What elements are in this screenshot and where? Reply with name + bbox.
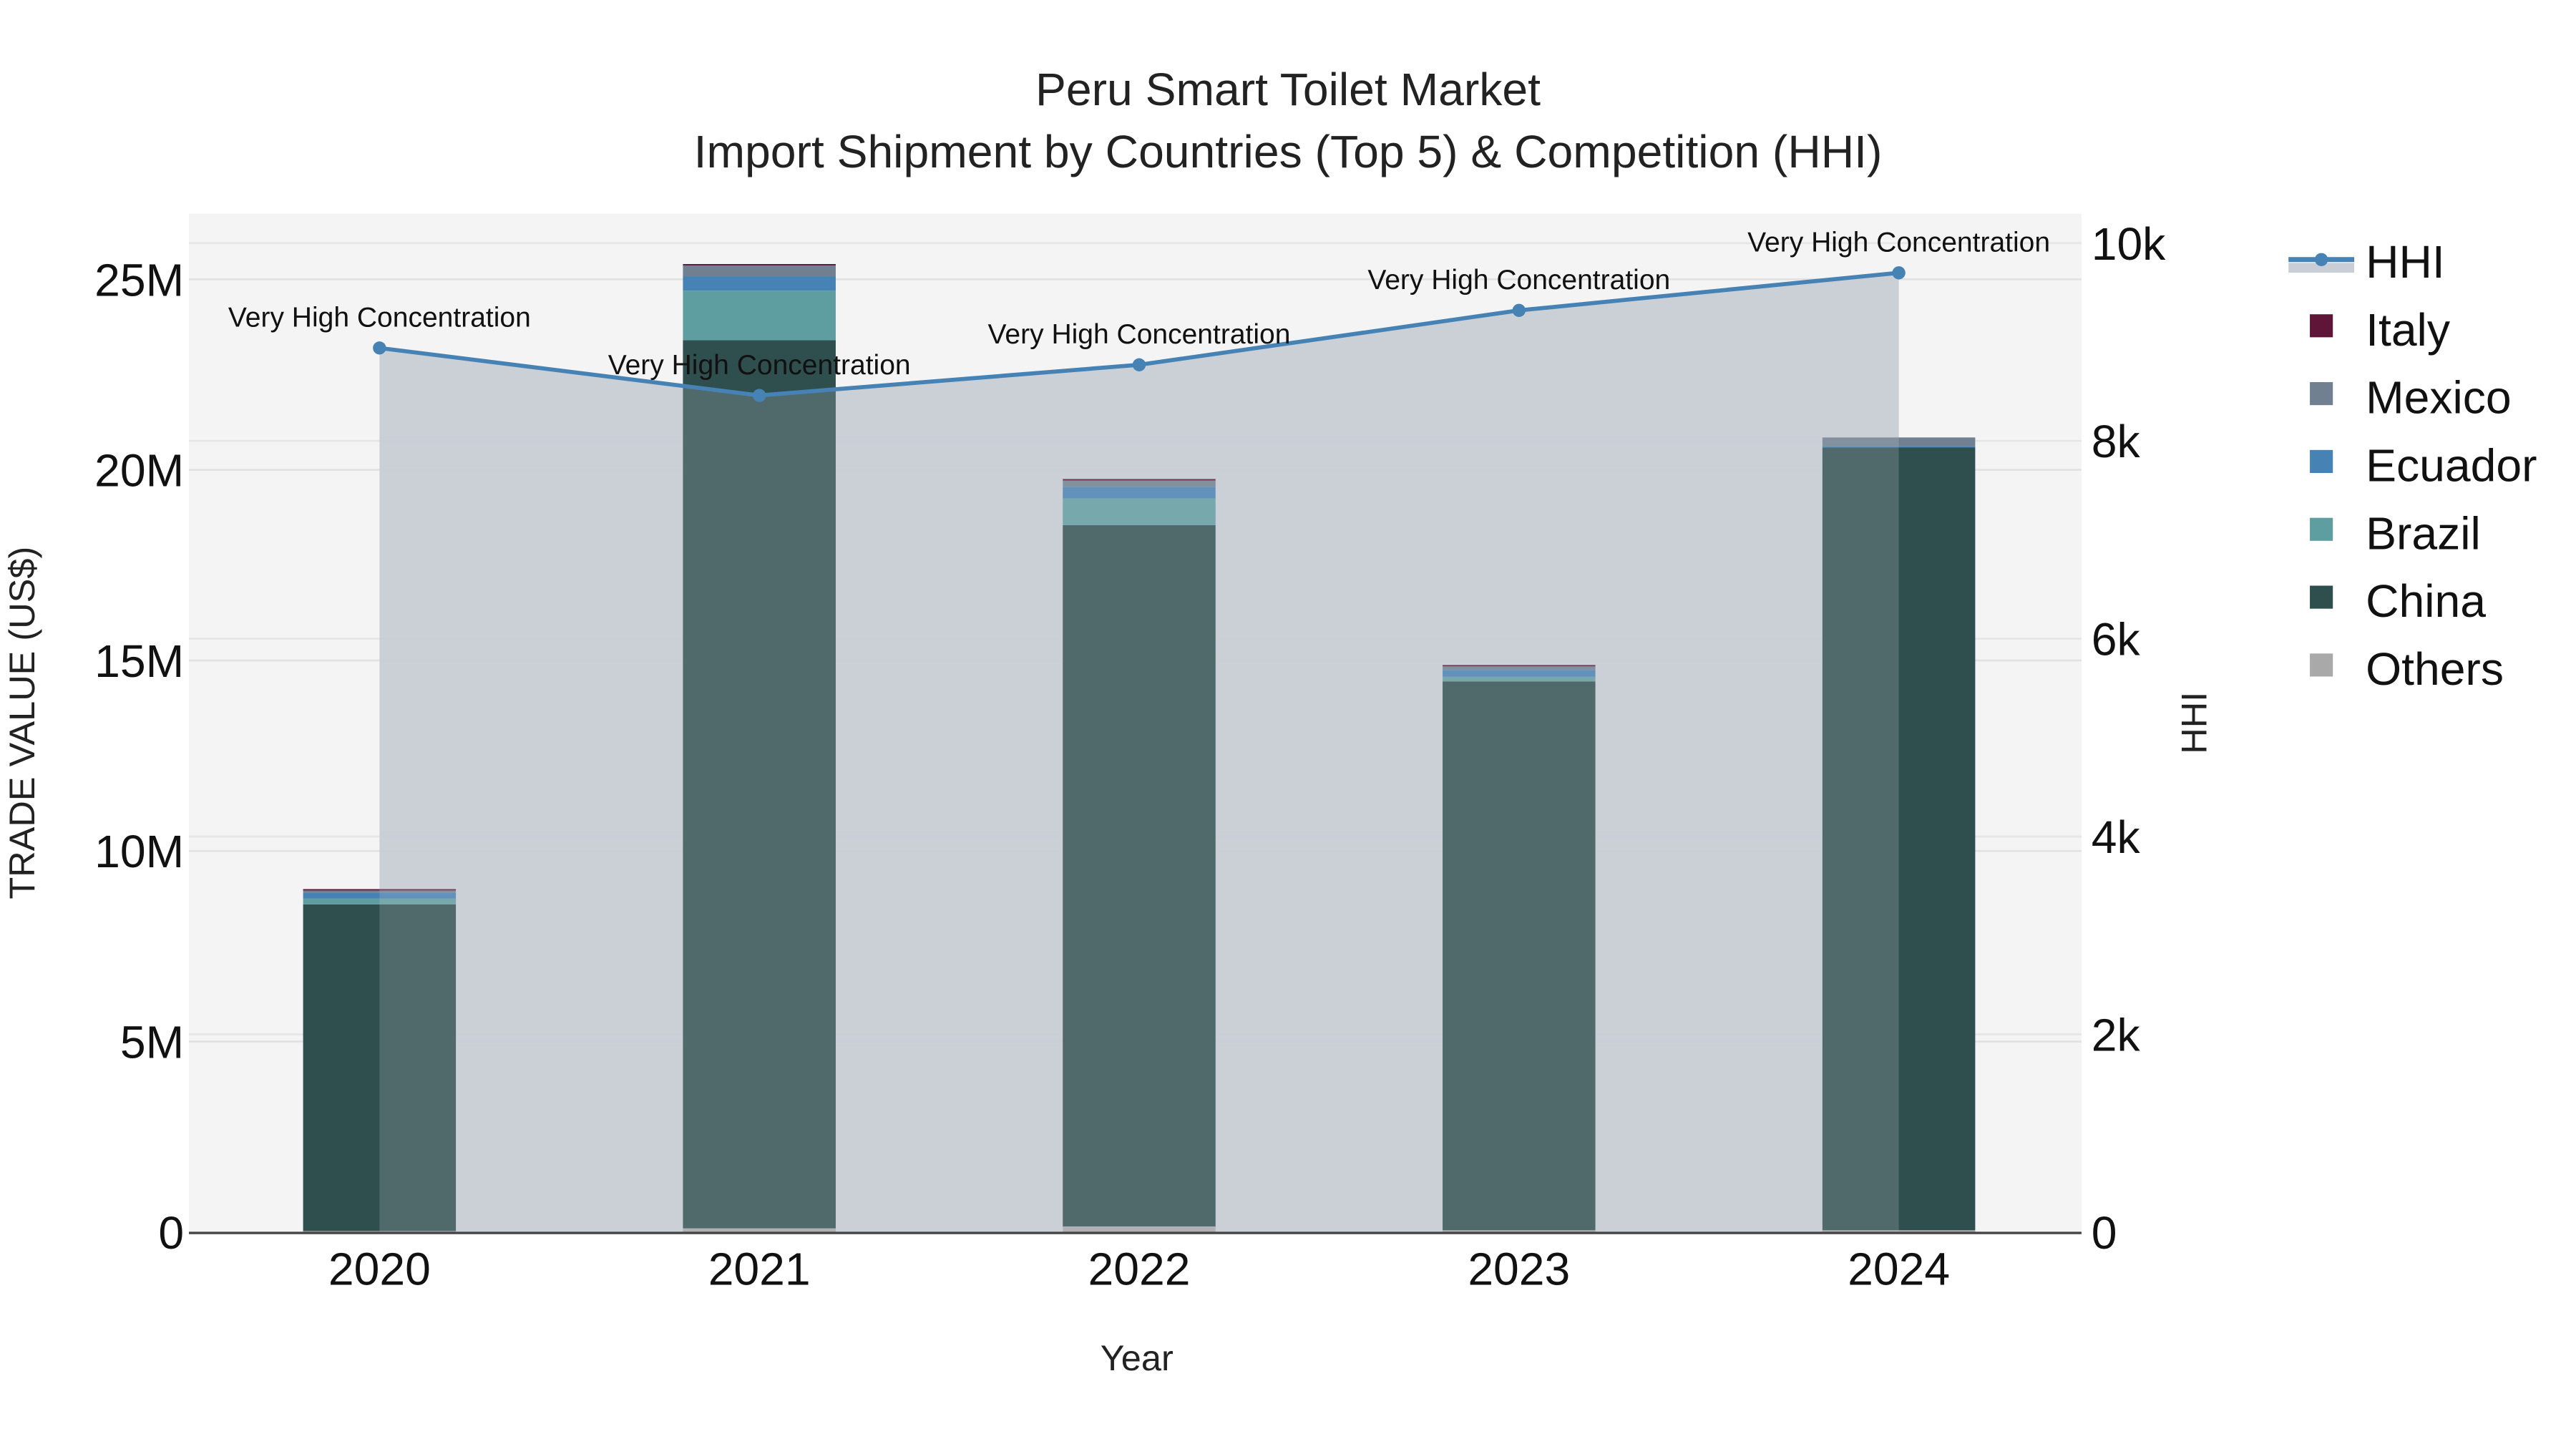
- legend-item-hhi[interactable]: HHI: [2288, 236, 2445, 288]
- y-right-tick: 6k: [2092, 614, 2141, 665]
- y-right-ticks: 0 2k 4k 6k 8k 10k: [2092, 218, 2166, 1259]
- legend-label: Italy: [2366, 304, 2450, 356]
- bar-segment-mexico[interactable]: [1063, 480, 1216, 487]
- legend-swatch-icon: [2310, 382, 2333, 406]
- legend-swatch-icon: [2310, 517, 2333, 541]
- x-tick: 2024: [1848, 1243, 1950, 1294]
- legend-swatch-icon: [2310, 653, 2333, 677]
- hhi-area-overlay: [379, 273, 1899, 1232]
- bar-segment-china[interactable]: [683, 340, 836, 1229]
- y-left-tick: 0: [158, 1207, 184, 1259]
- y-left-tick: 15M: [94, 635, 184, 687]
- y-right-tick: 8k: [2092, 416, 2141, 467]
- bar-segment-ecuador[interactable]: [1063, 487, 1216, 499]
- x-axis-title: Year: [1101, 1337, 1174, 1378]
- hhi-marker[interactable]: [1512, 303, 1526, 317]
- legend-item-mexico[interactable]: Mexico: [2310, 372, 2512, 424]
- hhi-legend-marker-icon: [2314, 253, 2328, 266]
- y-left-axis-title: TRADE VALUE (US$): [1, 547, 42, 899]
- y-left-tick: 10M: [94, 826, 184, 877]
- bar-segment-mexico[interactable]: [1443, 665, 1596, 670]
- x-ticks: 2020 2021 2022 2023 2024: [328, 1243, 1950, 1294]
- hhi-annotation: Very High Concentration: [608, 350, 911, 381]
- legend-item-ecuador[interactable]: Ecuador: [2310, 439, 2537, 491]
- bar-segment-others[interactable]: [303, 1231, 457, 1233]
- bar-segment-ecuador[interactable]: [1822, 446, 1976, 448]
- legend-label: Ecuador: [2366, 439, 2537, 491]
- bar-segment-italy[interactable]: [1443, 665, 1596, 667]
- bar-segment-china[interactable]: [1822, 447, 1976, 1231]
- bar-segment-mexico[interactable]: [683, 265, 836, 277]
- bar-segment-others[interactable]: [683, 1228, 836, 1232]
- y-right-tick: 10k: [2092, 218, 2166, 270]
- legend-label: Brazil: [2366, 507, 2481, 559]
- chart-title-line1: Peru Smart Toilet Market: [1035, 64, 1541, 115]
- hhi-marker[interactable]: [1132, 358, 1146, 371]
- bar-segment-others[interactable]: [1822, 1230, 1976, 1232]
- legend-label: HHI: [2366, 236, 2445, 288]
- hhi-annotation: Very High Concentration: [1367, 265, 1670, 296]
- legend-label: Others: [2366, 643, 2504, 695]
- y-right-axis-title: HHI: [2173, 692, 2214, 754]
- bar-segment-mexico[interactable]: [303, 890, 457, 893]
- chart-title-line2: Import Shipment by Countries (Top 5) & C…: [694, 126, 1883, 177]
- legend: HHI Italy Mexico Ecuador Brazil China Others: [2288, 236, 2537, 695]
- y-left-tick: 25M: [94, 254, 184, 306]
- legend-item-brazil[interactable]: Brazil: [2310, 507, 2481, 559]
- bar-segment-china[interactable]: [1063, 525, 1216, 1226]
- hhi-marker[interactable]: [373, 341, 386, 355]
- bar-stack-2020: [303, 889, 457, 1233]
- bar-segment-brazil[interactable]: [1063, 498, 1216, 525]
- bar-stack-2021: [683, 264, 836, 1232]
- legend-label: China: [2366, 575, 2486, 627]
- y-left-ticks: 0 5M 10M 15M 20M 25M: [94, 254, 184, 1259]
- legend-swatch-icon: [2310, 585, 2333, 609]
- x-tick: 2021: [708, 1243, 811, 1294]
- x-tick: 2022: [1088, 1243, 1191, 1294]
- x-tick: 2023: [1468, 1243, 1570, 1294]
- x-tick: 2020: [328, 1243, 431, 1294]
- y-right-tick: 2k: [2092, 1009, 2141, 1060]
- hhi-legend-area-icon: [2288, 263, 2355, 273]
- hhi-annotation: Very High Concentration: [1747, 227, 2050, 258]
- hhi-annotation: Very High Concentration: [228, 302, 531, 333]
- bar-stack-2024: [1822, 437, 1976, 1232]
- bar-segment-italy[interactable]: [1063, 479, 1216, 481]
- bar-segment-mexico[interactable]: [1822, 437, 1976, 447]
- bar-segment-brazil[interactable]: [1443, 676, 1596, 682]
- hhi-marker[interactable]: [752, 389, 766, 402]
- bar-stack-2023: [1443, 665, 1596, 1232]
- y-left-tick: 5M: [120, 1017, 184, 1068]
- bar-stack-2022: [1063, 479, 1216, 1232]
- bar-segment-china[interactable]: [303, 904, 457, 1231]
- bar-segment-ecuador[interactable]: [1443, 670, 1596, 677]
- hhi-markers: [373, 266, 1906, 402]
- bar-stacks: [303, 264, 1976, 1233]
- legend-item-china[interactable]: China: [2310, 575, 2486, 627]
- bar-segment-ecuador[interactable]: [303, 892, 457, 899]
- bar-segment-brazil[interactable]: [683, 291, 836, 341]
- bar-segment-brazil[interactable]: [303, 898, 457, 904]
- legend-item-others[interactable]: Others: [2310, 643, 2504, 695]
- y-left-tick: 20M: [94, 445, 184, 497]
- legend-swatch-icon: [2310, 314, 2333, 338]
- bar-segment-italy[interactable]: [683, 264, 836, 265]
- hhi-annotation: Very High Concentration: [988, 319, 1291, 350]
- y-right-tick: 4k: [2092, 811, 2141, 863]
- hhi-annotations: Very High Concentration Very High Concent…: [228, 227, 2050, 380]
- hhi-marker[interactable]: [1892, 266, 1906, 280]
- legend-item-italy[interactable]: Italy: [2310, 304, 2450, 356]
- bar-segment-china[interactable]: [1443, 681, 1596, 1231]
- legend-swatch-icon: [2310, 449, 2333, 473]
- bar-segment-ecuador[interactable]: [683, 276, 836, 291]
- bar-segment-others[interactable]: [1443, 1230, 1596, 1232]
- bar-segment-italy[interactable]: [303, 889, 457, 891]
- bar-segment-others[interactable]: [1063, 1226, 1216, 1232]
- legend-label: Mexico: [2366, 372, 2512, 424]
- y-right-tick: 0: [2092, 1207, 2117, 1259]
